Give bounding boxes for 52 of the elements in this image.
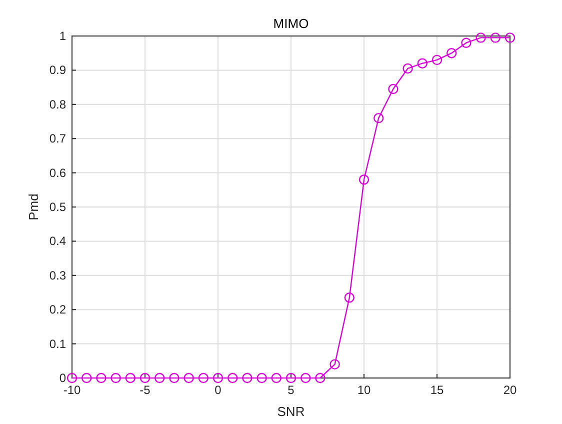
point [212, 372, 224, 384]
y-tick-label: 0.3 [49, 268, 66, 282]
y-tick-label: 0.9 [49, 63, 66, 78]
point [504, 32, 516, 43]
point [402, 63, 413, 74]
x-tick-label: 5 [288, 383, 295, 397]
point [374, 112, 384, 124]
point [256, 372, 267, 384]
point [344, 292, 354, 303]
x-tick-label: 10 [357, 383, 371, 397]
x-tick-label: -5 [140, 383, 151, 397]
chart-title: MIMO [273, 16, 309, 31]
point [140, 372, 150, 384]
point [432, 54, 442, 66]
x-tick-label: 0 [214, 383, 222, 397]
y-tick-label: 1 [59, 29, 66, 43]
point [358, 174, 370, 185]
y-tick-label: 0.5 [49, 200, 66, 214]
point [271, 372, 282, 384]
point [476, 32, 486, 43]
x-axis-title: SNR [277, 404, 305, 419]
y-tick-label: 0.2 [49, 302, 66, 317]
point [286, 372, 296, 384]
y-tick-label: 0.8 [49, 97, 66, 112]
y-axis-title: Pmd [26, 194, 41, 220]
point [417, 58, 428, 68]
point [96, 372, 106, 384]
point [125, 372, 136, 384]
point [198, 372, 208, 384]
y-tick-label: 0.4 [49, 234, 66, 248]
y-tick-label: 0.6 [49, 166, 66, 180]
x-tick-label: -10 [63, 383, 81, 397]
y-tick-label: 0 [59, 371, 66, 385]
y-tick-label: 0.7 [49, 132, 66, 146]
x-tick-label: 15 [430, 383, 444, 397]
point [330, 359, 340, 370]
point [110, 372, 121, 384]
x-tick-label: 20 [503, 383, 517, 397]
point [66, 372, 78, 384]
point [242, 372, 252, 384]
point [315, 372, 326, 384]
point [388, 84, 398, 94]
point [154, 372, 165, 384]
point [300, 372, 311, 384]
point [169, 372, 180, 384]
point [446, 48, 457, 58]
point [490, 32, 500, 43]
y-tick-label: 0.1 [49, 336, 66, 351]
point [184, 372, 194, 384]
point [228, 372, 238, 384]
point [461, 38, 472, 48]
point [82, 372, 92, 384]
